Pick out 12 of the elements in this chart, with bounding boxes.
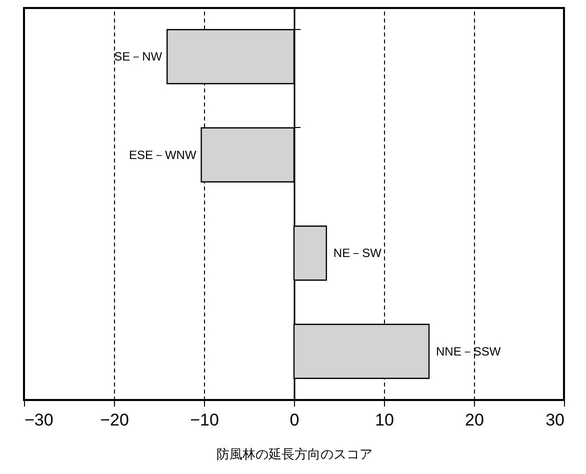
x-tick-label: 0	[290, 410, 300, 430]
y-tick-label: NNE－SSW	[436, 344, 502, 358]
x-tick-label: −20	[100, 410, 129, 430]
y-tick-label: NE－SW	[333, 246, 382, 260]
x-tick-label: 20	[465, 410, 484, 430]
y-tick-label: ESE－WNW	[128, 148, 197, 162]
x-tick-label: −30	[24, 410, 54, 430]
x-tick-label: 30	[546, 410, 564, 430]
y-tick-label: SE－NW	[114, 50, 163, 64]
x-tick-label: 10	[375, 410, 394, 430]
x-axis-title: 防風林の延長方向のスコア	[216, 446, 372, 462]
x-tick-label: −10	[190, 410, 219, 430]
